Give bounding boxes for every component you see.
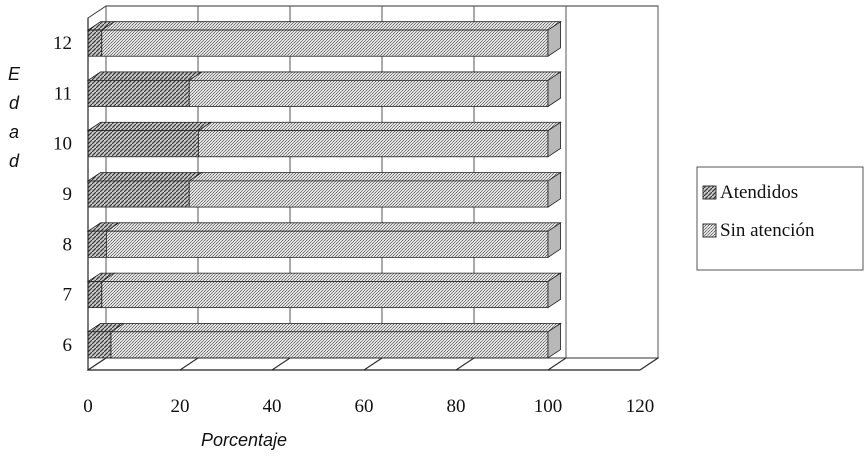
bar-9-sin-atencion-top bbox=[187, 172, 562, 182]
bar-12-atendidos-front bbox=[87, 29, 103, 57]
y-axis-title-letter-1: d bbox=[9, 93, 20, 113]
bar-8-atendidos-front bbox=[87, 230, 107, 258]
floor-tick-60 bbox=[363, 357, 383, 371]
x-tick-label-40: 40 bbox=[263, 396, 282, 417]
bar-11-sin-atencion bbox=[187, 71, 562, 108]
floor-tick-40 bbox=[271, 357, 291, 371]
bar-12-sin-atencion-front bbox=[101, 29, 549, 57]
bar-12-sin-atencion-top bbox=[100, 21, 562, 31]
x-tick-label-100: 100 bbox=[534, 396, 563, 417]
y-tick-label-8: 8 bbox=[63, 234, 73, 255]
bar-6-atendidos bbox=[86, 322, 125, 359]
y-tick-label-11: 11 bbox=[54, 83, 72, 104]
y-tick-label-9: 9 bbox=[63, 184, 73, 205]
x-axis-title: Porcentaje bbox=[201, 430, 287, 450]
y-tick-label-10: 10 bbox=[53, 134, 72, 155]
x-tick-label-60: 60 bbox=[355, 396, 374, 417]
bar-12-sin-atencion-side bbox=[547, 20, 561, 57]
bar-7-sin-atencion-front bbox=[101, 281, 549, 309]
bar-8-sin-atencion-top bbox=[105, 222, 562, 232]
bar-11-sin-atencion-front bbox=[188, 79, 549, 107]
x-tick-label-20: 20 bbox=[171, 396, 190, 417]
y-axis-title-letter-2: a bbox=[9, 122, 19, 142]
x-tick-labels: 0 20 40 60 80 100 120 bbox=[83, 396, 654, 417]
y-tick-label-6: 6 bbox=[63, 335, 73, 356]
bar-7-sin-atencion-side bbox=[547, 272, 561, 309]
axes bbox=[87, 18, 640, 371]
floor-tick-80 bbox=[455, 357, 475, 371]
legend: Atendidos Sin atención bbox=[696, 166, 864, 271]
y-axis-title-letter-0: E bbox=[8, 64, 21, 84]
bar-9-atendidos bbox=[86, 172, 204, 208]
bar-10-atendidos bbox=[86, 121, 213, 158]
bar-9-sin-atencion-front bbox=[188, 180, 549, 208]
bars bbox=[86, 20, 562, 359]
legend-label-atendidos: Atendidos bbox=[720, 182, 798, 203]
y-tick-label-12: 12 bbox=[53, 33, 72, 54]
bar-11-sin-atencion-top bbox=[187, 71, 562, 81]
y-tick-labels: 6 7 8 9 10 11 12 bbox=[53, 33, 72, 356]
floor-tick-20 bbox=[179, 357, 199, 371]
bar-8-sin-atencion-front bbox=[106, 230, 549, 258]
bar-9-atendidos-front bbox=[87, 180, 190, 208]
bar-12-sin-atencion bbox=[100, 20, 562, 57]
bar-10-atendidos-front bbox=[87, 130, 199, 158]
legend-swatch-atendidos bbox=[702, 185, 717, 200]
bar-6-sin-atencion bbox=[109, 322, 562, 359]
bar-11-atendidos bbox=[86, 71, 204, 107]
y-tick-label-7: 7 bbox=[63, 285, 73, 306]
legend-label-sin-atencion: Sin atención bbox=[720, 220, 815, 241]
bar-7-sin-atencion-top bbox=[100, 272, 562, 282]
bar-8-sin-atencion-side bbox=[547, 222, 561, 259]
floor-tick-120 bbox=[639, 357, 659, 371]
bar-11-atendidos-top bbox=[86, 71, 204, 81]
bar-10-sin-atencion bbox=[197, 121, 562, 158]
legend-swatch-sin-atencion bbox=[702, 223, 717, 238]
floor-tick-0 bbox=[87, 357, 107, 371]
y-axis-title-letter-3: d bbox=[9, 151, 20, 171]
bar-6-sin-atencion-top bbox=[109, 322, 562, 333]
bar-11-sin-atencion-side bbox=[547, 71, 561, 108]
bar-10-sin-atencion-top bbox=[197, 121, 562, 132]
bar-11-atendidos-front bbox=[87, 79, 190, 107]
x-tick-label-80: 80 bbox=[447, 396, 466, 417]
bar-10-atendidos-top bbox=[86, 121, 213, 132]
bar-7-sin-atencion bbox=[100, 272, 562, 309]
bar-9-sin-atencion-side bbox=[547, 171, 561, 208]
legend-frame bbox=[696, 166, 864, 271]
bar-8-sin-atencion bbox=[105, 222, 562, 259]
x-tick-label-0: 0 bbox=[83, 396, 93, 417]
bar-6-sin-atencion-side bbox=[547, 322, 561, 359]
bar-6-sin-atencion-front bbox=[110, 331, 549, 359]
bar-9-atendidos-top bbox=[86, 172, 204, 182]
bar-10-sin-atencion-front bbox=[197, 130, 549, 158]
bar-6-atendidos-front bbox=[87, 331, 112, 359]
bar-10-sin-atencion-side bbox=[547, 121, 561, 158]
x-tick-label-120: 120 bbox=[626, 396, 655, 417]
floor-tick-100 bbox=[547, 357, 567, 371]
bar-9-sin-atencion bbox=[187, 171, 562, 208]
bar-8-atendidos bbox=[86, 222, 121, 258]
bar-7-atendidos-front bbox=[87, 281, 103, 309]
